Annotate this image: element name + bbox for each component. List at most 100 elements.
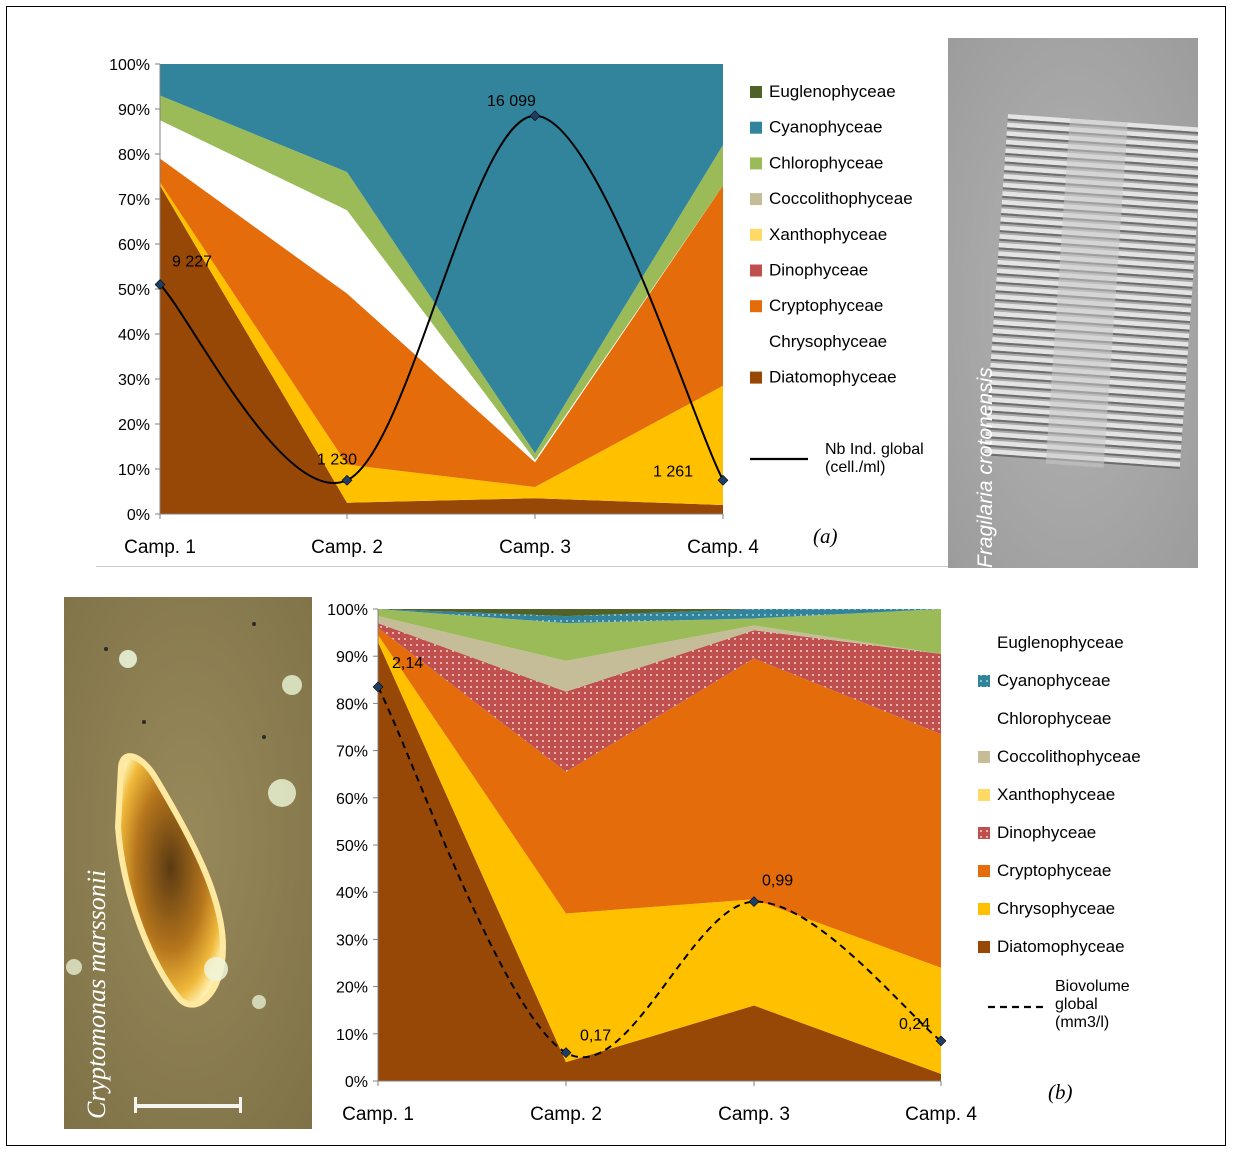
a-y-tick-label: 0% xyxy=(127,507,150,524)
a-y-tick-label: 80% xyxy=(118,147,150,164)
b-line-marker xyxy=(560,1047,572,1059)
a-legend-line-label: (cell./ml) xyxy=(825,459,885,476)
b-legend-xanthophyceae: Xanthophyceae xyxy=(997,785,1115,804)
b-legend-swatch-dinophyceae xyxy=(978,827,990,839)
b-legend-line-label: (mm3/l) xyxy=(1055,1014,1109,1031)
a-legend-chlorophyceae: Chlorophyceae xyxy=(769,153,883,172)
a-line-series xyxy=(159,114,724,484)
b-legend-line-label: Biovolume xyxy=(1055,978,1130,995)
a-legend-dinophyceae: Dinophyceae xyxy=(769,261,868,280)
a-legend-swatch-cryptophyceae xyxy=(750,300,762,313)
a-line-marker xyxy=(154,279,166,290)
b-legend-cyanophyceae: Cyanophyceae xyxy=(997,671,1110,690)
a-area-cryptophyceae xyxy=(160,158,723,487)
b-panel-label: (b) xyxy=(1048,1080,1073,1104)
a-legend-swatch-cyanophyceae xyxy=(750,121,762,134)
a-line-marker xyxy=(717,474,729,486)
a-legend-swatch-euglenophyceae xyxy=(750,86,762,98)
b-y-tick-label: 10% xyxy=(336,1027,368,1044)
b-area-chlorophyceae xyxy=(378,609,941,661)
b-x-tick-label: Camp. 1 xyxy=(342,1104,414,1125)
a-area-cyanophyceae xyxy=(160,64,723,454)
b-area-diatomophyceae xyxy=(378,642,941,1081)
b-data-label: 0,24 xyxy=(899,1016,930,1033)
panel-divider xyxy=(96,566,948,567)
b-legend-chrysophyceae: Chrysophyceae xyxy=(997,899,1115,918)
b-y-tick-label: 0% xyxy=(345,1074,368,1091)
a-y-tick-label: 50% xyxy=(118,282,150,299)
b-line-marker xyxy=(372,681,384,693)
a-x-tick-label: Camp. 3 xyxy=(499,537,571,558)
b-x-tick-label: Camp. 4 xyxy=(905,1104,977,1125)
b-legend-euglenophyceae: Euglenophyceae xyxy=(997,633,1124,652)
a-area-chlorophyceae xyxy=(160,95,723,460)
a-legend-diatomophyceae: Diatomophyceae xyxy=(769,368,897,387)
a-legend-cyanophyceae: Cyanophyceae xyxy=(769,118,882,137)
a-legend-coccolithophyceae: Coccolithophyceae xyxy=(769,189,913,208)
b-line-series xyxy=(377,686,942,1059)
b-area-coccolithophyceae xyxy=(378,616,941,692)
a-y-tick-label: 100% xyxy=(109,57,150,74)
b-x-tick-label: Camp. 3 xyxy=(718,1104,790,1125)
b-data-label: 0,99 xyxy=(762,873,793,890)
photo-cryptomonas: Cryptomonas marssonii xyxy=(64,597,312,1129)
b-y-tick-label: 70% xyxy=(336,744,368,761)
b-legend-swatch-xanthophyceae xyxy=(978,789,990,801)
chart-a: 0% 10% 20% 30% 40% 50% 60% 70% 80% 90% 100% Camp. 1… xyxy=(109,57,924,558)
a-area-diatomophyceae xyxy=(160,185,723,514)
b-legend-swatch-cryptophyceae xyxy=(978,865,990,877)
b-legend-swatch-cyanophyceae xyxy=(978,675,990,687)
a-area-chrysophyceae xyxy=(160,120,723,463)
b-y-tick-label: 100% xyxy=(327,602,368,619)
photo-fragilaria: Fragilaria crotonensis xyxy=(948,38,1198,568)
a-legend-cryptophyceae: Cryptophyceae xyxy=(769,296,883,315)
b-data-label: 2,14 xyxy=(392,655,423,672)
b-line-marker xyxy=(748,896,760,908)
b-y-tick-label: 80% xyxy=(336,696,368,713)
b-data-label: 0,17 xyxy=(580,1028,611,1045)
a-line-marker xyxy=(529,110,541,122)
a-data-label: 1 230 xyxy=(317,451,357,468)
a-x-tick-label: Camp. 4 xyxy=(687,537,759,558)
b-area-chrysophyceae xyxy=(378,634,941,1074)
figure-frame xyxy=(6,6,1226,1146)
a-data-label: 9 227 xyxy=(172,254,212,271)
a-x-tick-label: Camp. 1 xyxy=(124,537,196,558)
a-y-tick-label: 90% xyxy=(118,102,150,119)
b-area-cyanophyceae xyxy=(378,609,941,624)
a-legend-euglenophyceae: Euglenophyceae xyxy=(769,82,896,101)
b-y-tick-label: 40% xyxy=(336,885,368,902)
b-y-tick-label: 20% xyxy=(336,980,368,997)
b-y-tick-label: 90% xyxy=(336,649,368,666)
b-y-tick-label: 50% xyxy=(336,838,368,855)
b-y-tick-label: 30% xyxy=(336,932,368,949)
a-y-tick-label: 30% xyxy=(118,372,150,389)
b-legend-swatch-coccolithophyceae xyxy=(978,751,990,763)
a-data-label: 16 099 xyxy=(487,93,536,110)
a-x-tick-label: Camp. 2 xyxy=(311,537,383,558)
a-legend-xanthophyceae: Xanthophyceae xyxy=(769,225,887,244)
b-legend-cryptophyceae: Cryptophyceae xyxy=(997,861,1111,880)
b-legend-swatch-chrysophyceae xyxy=(978,903,990,915)
a-line-marker xyxy=(341,474,353,486)
a-y-tick-label: 60% xyxy=(118,237,150,254)
b-legend-swatch-diatomophyceae xyxy=(978,941,990,953)
b-legend-coccolithophyceae: Coccolithophyceae xyxy=(997,747,1141,766)
diatom-illustration xyxy=(948,38,1198,568)
b-area-cryptophyceae xyxy=(378,627,941,968)
b-legend-diatomophyceae: Diatomophyceae xyxy=(997,937,1125,956)
b-legend-line-label: global xyxy=(1055,996,1098,1013)
b-legend-chlorophyceae: Chlorophyceae xyxy=(997,709,1111,728)
b-area-dinophyceae xyxy=(378,623,941,772)
a-legend-swatch-chlorophyceae xyxy=(750,157,762,170)
scale-bar xyxy=(134,1104,242,1108)
b-x-tick-label: Camp. 2 xyxy=(530,1104,602,1125)
b-line-marker xyxy=(935,1035,947,1047)
a-legend-swatch-dinophyceae xyxy=(750,264,762,277)
a-y-tick-label: 10% xyxy=(118,462,150,479)
a-y-tick-label: 20% xyxy=(118,417,150,434)
a-legend-chrysophyceae: Chrysophyceae xyxy=(769,332,887,351)
a-panel-label: (a) xyxy=(813,524,838,548)
b-legend-dinophyceae: Dinophyceae xyxy=(997,823,1096,842)
